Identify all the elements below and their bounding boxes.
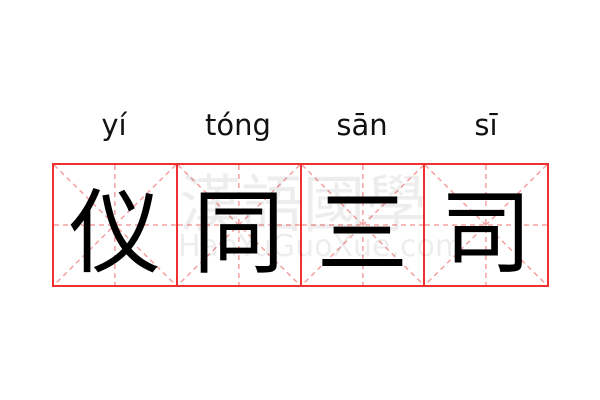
hanzi-character: 仪 bbox=[68, 179, 161, 287]
pinyin-3: sī bbox=[474, 108, 498, 142]
hanzi-character: 三 bbox=[316, 179, 409, 287]
guide-diagonal bbox=[178, 165, 300, 285]
pinyin-2: sān bbox=[336, 108, 388, 142]
grid-cell: 仪 bbox=[54, 165, 178, 287]
guide-diagonal bbox=[54, 165, 176, 285]
pinyin-0: yí bbox=[101, 108, 127, 142]
grid-cell: 同 bbox=[178, 165, 302, 287]
hanzi-character: 司 bbox=[440, 179, 533, 287]
guide-diagonal bbox=[302, 165, 424, 285]
character-grid: 仪 同 三 司 bbox=[52, 163, 549, 287]
grid-cell: 三 bbox=[302, 165, 426, 287]
hanzi-character: 同 bbox=[192, 179, 285, 287]
guide-diagonal bbox=[425, 165, 547, 285]
pinyin-1: tóng bbox=[205, 108, 271, 142]
grid-cell: 司 bbox=[425, 165, 547, 287]
